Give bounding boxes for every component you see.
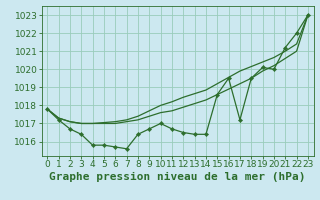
X-axis label: Graphe pression niveau de la mer (hPa): Graphe pression niveau de la mer (hPa) — [49, 172, 306, 182]
